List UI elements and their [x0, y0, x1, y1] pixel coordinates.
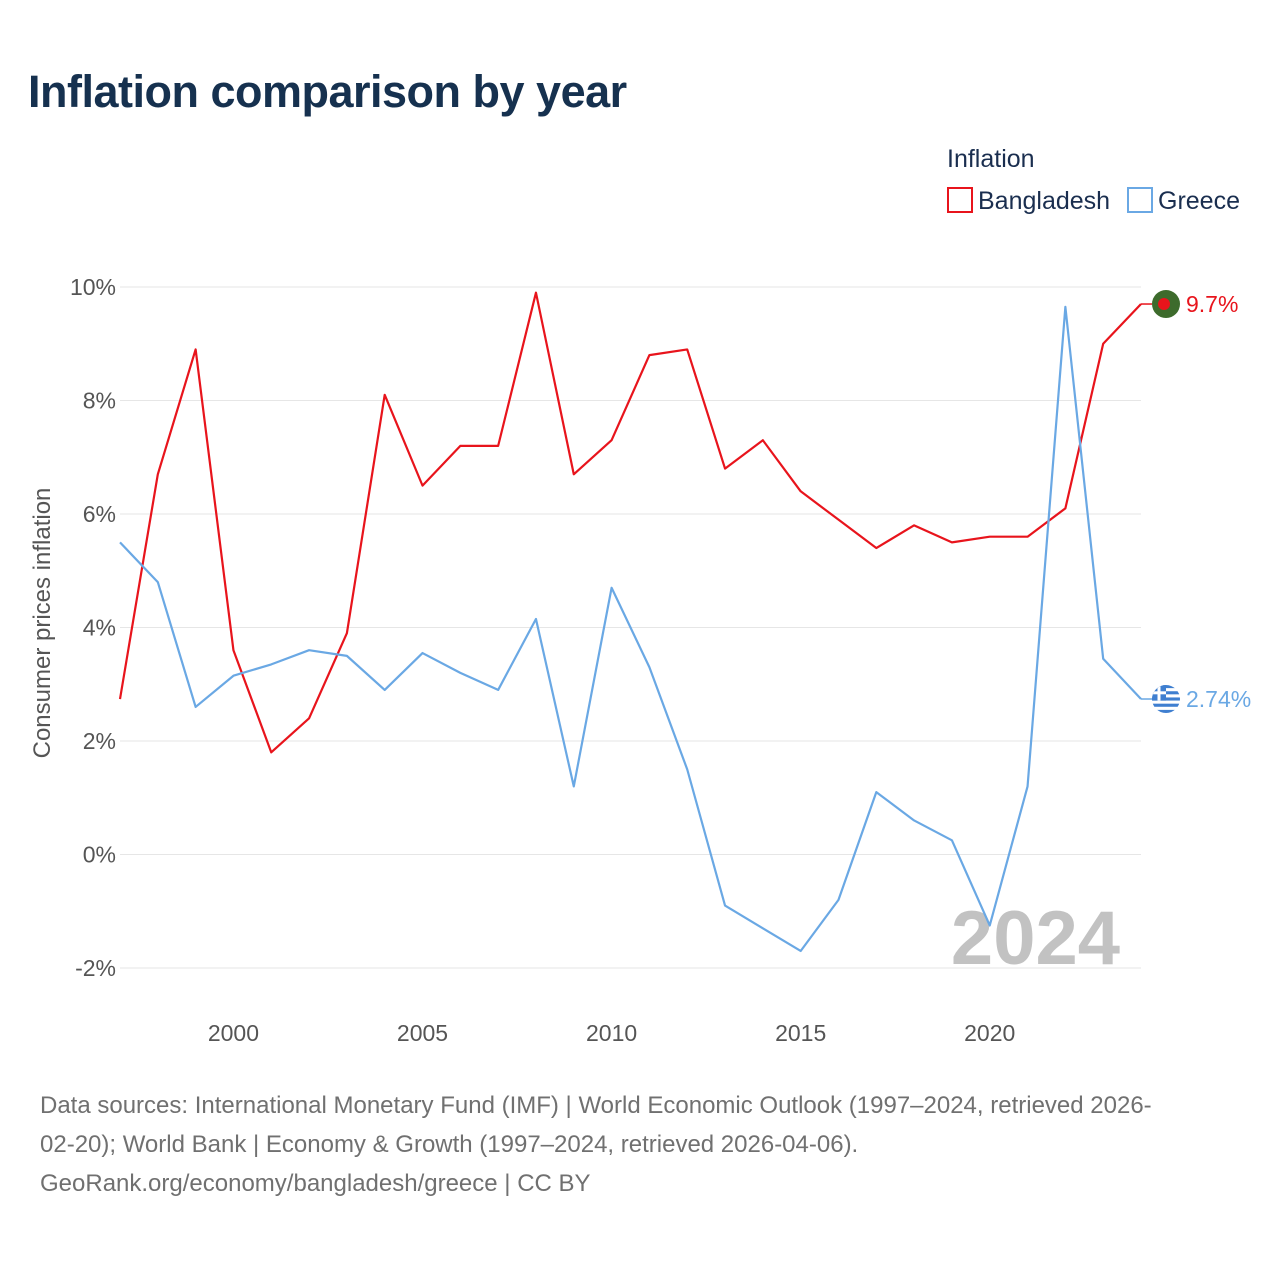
- series-lines: [118, 291, 1142, 953]
- y-tick-labels: -2% 0% 2% 4% 6% 8% 10%: [70, 274, 116, 981]
- footer-line-2: 02-20); World Bank | Economy & Growth (1…: [40, 1131, 859, 1158]
- y-tick-label: 10%: [70, 274, 116, 300]
- y-tick-label: 4%: [83, 615, 116, 641]
- legend: Inflation Bangladesh Greece: [947, 145, 1240, 215]
- series-line-greece: [119, 305, 1142, 953]
- x-tick-label: 2000: [208, 1020, 259, 1046]
- y-tick-label: 6%: [83, 501, 116, 527]
- series-line-bangladesh: [118, 291, 1142, 754]
- x-tick-label: 2015: [775, 1020, 826, 1046]
- footer-line-3: GeoRank.org/economy/bangladesh/greece | …: [40, 1170, 591, 1197]
- legend-swatch-bangladesh: [947, 187, 973, 213]
- line-chart: -2% 0% 2% 4% 6% 8% 10% 2000 2005 2010 2015 2020 Co…: [29, 145, 1251, 1046]
- greece-flag-icon: [1152, 685, 1180, 714]
- y-tick-label: 2%: [83, 728, 116, 754]
- legend-title: Inflation: [947, 145, 1035, 173]
- y-axis-label: Consumer prices inflation: [29, 488, 56, 759]
- end-label-greece: 2.74%: [1186, 686, 1251, 712]
- legend-swatch-greece: [1127, 187, 1153, 213]
- footer-line-1: Data sources: International Monetary Fun…: [40, 1092, 1152, 1119]
- footer-sources: Data sources: International Monetary Fun…: [40, 1086, 1250, 1203]
- y-tick-label: -2%: [75, 955, 116, 981]
- y-tick-label: 8%: [83, 388, 116, 414]
- x-tick-labels: 2000 2005 2010 2015 2020: [208, 1020, 1015, 1046]
- year-watermark: 2024: [951, 896, 1120, 981]
- x-tick-label: 2005: [397, 1020, 448, 1046]
- grid-lines: [120, 286, 1141, 969]
- chart-title: Inflation comparison by year: [28, 66, 627, 117]
- x-tick-label: 2020: [964, 1020, 1015, 1046]
- legend-label-greece: Greece: [1158, 187, 1240, 215]
- legend-label-bangladesh: Bangladesh: [978, 187, 1110, 215]
- bangladesh-flag-icon: [1152, 290, 1180, 319]
- end-label-bangladesh: 9.7%: [1186, 291, 1238, 317]
- y-tick-label: 0%: [83, 842, 116, 868]
- end-markers: 9.7% 2.74%: [1141, 290, 1251, 714]
- x-tick-label: 2010: [586, 1020, 637, 1046]
